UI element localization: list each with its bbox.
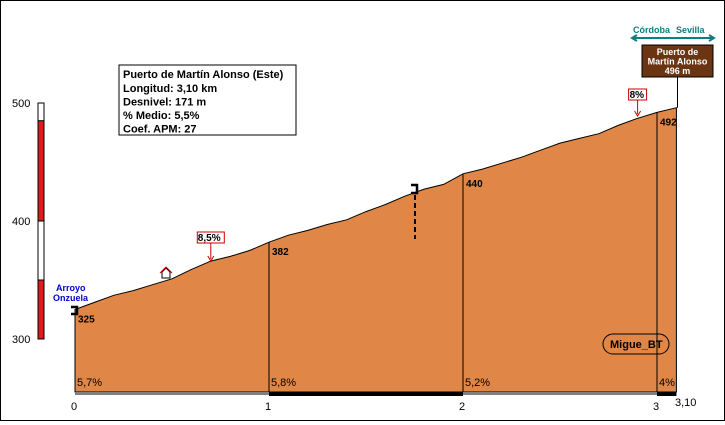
elevation-scale-red-segment [37,120,45,222]
author-label: Migue_BT [610,339,663,351]
start-marker-icon [71,305,79,316]
segment-slope-label: 5,8% [271,377,296,389]
summit-sign-line: 496 m [665,66,691,76]
x-tick-label: 0 [71,401,77,413]
info-title: Puerto de Martín Alonso (Este) [123,69,284,81]
direction-arrow-right-icon [708,34,716,42]
info-line: Longitud: 3,10 km [123,83,217,95]
slope-flag-arrowhead [207,255,215,262]
direction-left-label: Córdoba [633,25,671,35]
info-line: Coef. APM: 27 [123,124,197,136]
x-tick-label: 1 [265,401,271,413]
km-elevation-label: 492 [660,117,677,128]
slope-flag-arrowhead [634,110,642,117]
house-roof-icon [159,266,167,274]
info-line: Desnivel: 171 m [123,97,206,109]
junction-marker-icon [411,183,419,195]
slope-flag-label: 8,5% [198,233,221,244]
x-tick-label: 2 [459,401,465,413]
km-elevation-label: 440 [466,179,483,190]
summit-sign-line: Puerto de [657,47,699,57]
x-tick-label: 3 [653,401,659,413]
house-roof-icon [165,266,173,274]
x-axis-segment [657,392,677,396]
y-tick-label: 400 [12,216,30,228]
slope-flag-label: 8% [630,90,645,101]
summit-sign [641,44,714,78]
house-icon [161,267,171,279]
segment-slope-label: 4% [659,377,675,389]
x-end-label: 3,10 [675,397,696,409]
start-label: Onzuela [53,293,89,303]
km-elevation-label: 325 [78,315,95,326]
start-label: Arroyo [56,283,86,293]
direction-arrow-left-icon [630,34,638,42]
info-line: % Medio: 5,5% [123,110,200,122]
x-axis-segment [269,392,463,396]
km-elevation-label: 382 [272,247,289,258]
direction-right-label: Sevilla [676,25,706,35]
y-tick-label: 300 [12,334,30,346]
segment-slope-label: 5,2% [465,377,490,389]
segment-slope-label: 5,7% [77,377,102,389]
author-ellipse [602,333,670,355]
elevation-scale-red-segment [37,279,45,340]
elevation-profile-area [74,107,677,393]
summit-sign-line: Martín Alonso [648,57,708,67]
info-box [118,64,297,136]
y-tick-label: 500 [12,98,30,110]
